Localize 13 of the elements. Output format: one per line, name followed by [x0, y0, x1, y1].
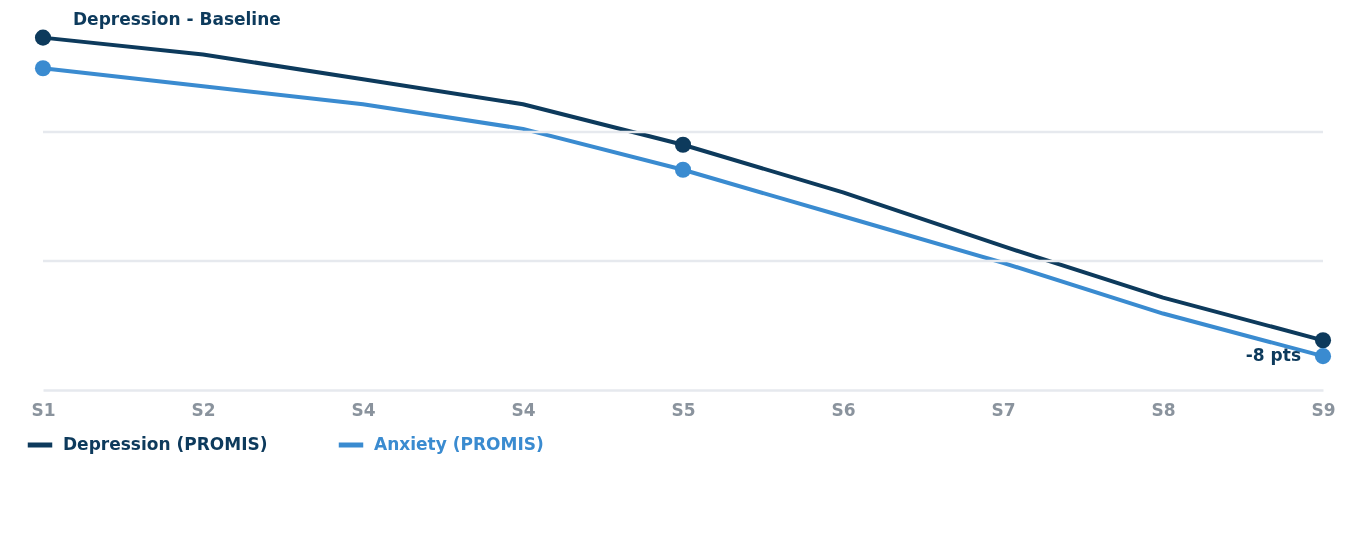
x-tick-label: S4 [351, 399, 376, 420]
x-tick-label: S7 [991, 399, 1016, 420]
x-tick-label: S8 [1151, 399, 1176, 420]
x-tick-label: S4 [511, 399, 536, 420]
x-tick-label: S6 [831, 399, 856, 420]
annotation: -8 pts [1245, 345, 1301, 366]
annotation: Depression - Baseline [73, 8, 281, 29]
legend-label: Anxiety (PROMIS) [374, 434, 544, 454]
legend-label: Depression (PROMIS) [63, 434, 268, 454]
x-tick-label: S2 [191, 399, 216, 420]
x-tick-label: S9 [1311, 399, 1336, 420]
x-tick-label: S5 [671, 399, 696, 420]
x-tick-label: S1 [31, 399, 56, 420]
